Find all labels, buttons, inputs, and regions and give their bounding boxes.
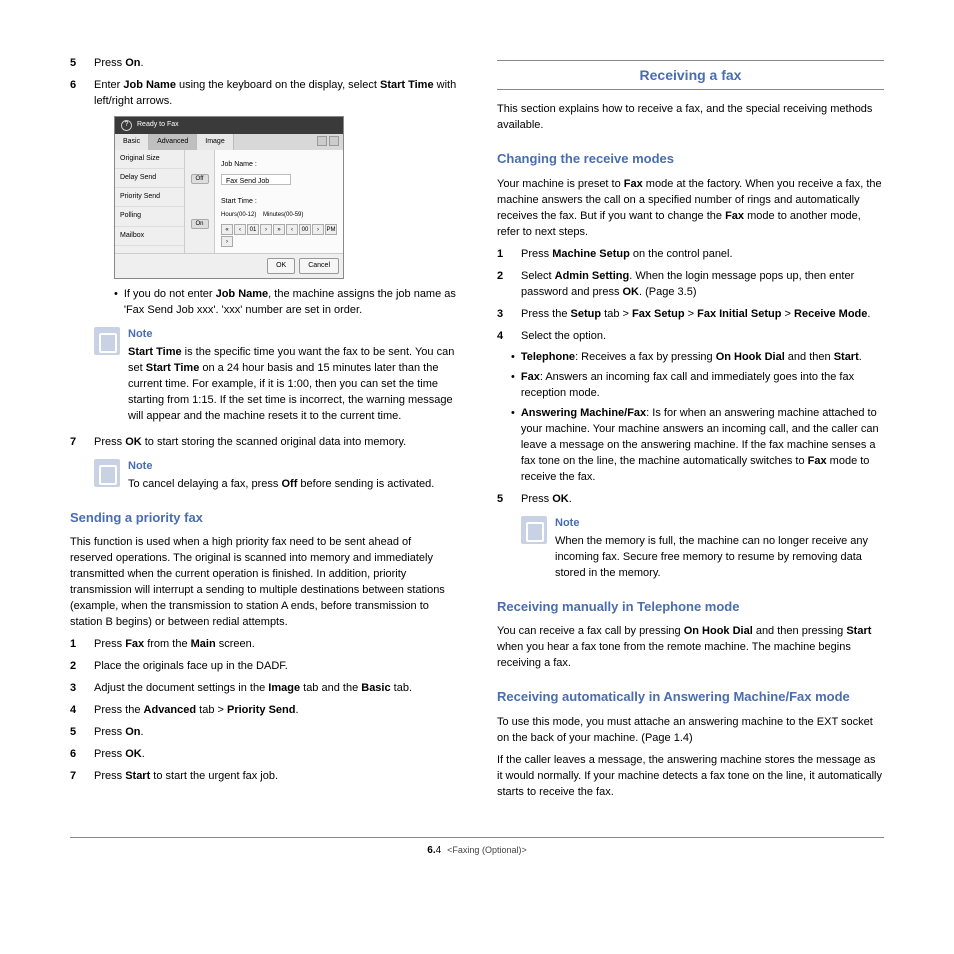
side-original-size[interactable]: Original Size bbox=[115, 150, 184, 169]
arrow-btn[interactable]: › bbox=[221, 236, 233, 247]
heading-receive-modes: Changing the receive modes bbox=[497, 150, 884, 169]
hour-value: 01 bbox=[247, 224, 259, 235]
jobname-label: Job Name : bbox=[221, 160, 337, 170]
priority-paragraph: This function is used when a high priori… bbox=[70, 535, 457, 631]
minute-value: 00 bbox=[299, 224, 311, 235]
heading-am-fax-mode: Receiving automatically in Answering Mac… bbox=[497, 688, 884, 707]
right-column: Receiving a fax This section explains ho… bbox=[497, 50, 884, 807]
priority-step-1: 1 Press Fax from the Main screen. bbox=[70, 637, 457, 653]
dialog-main: Job Name : Fax Send Job Start Time : Hou… bbox=[215, 150, 343, 253]
heading-telephone-mode: Receiving manually in Telephone mode bbox=[497, 598, 884, 617]
priority-step-7: 7 Press Start to start the urgent fax jo… bbox=[70, 769, 457, 785]
heading-priority-fax: Sending a priority fax bbox=[70, 509, 457, 528]
receive-step-3: 3 Press the Setup tab > Fax Setup > Fax … bbox=[497, 307, 884, 323]
tab-corner-icons bbox=[313, 134, 343, 150]
receive-step-2: 2 Select Admin Setting. When the login m… bbox=[497, 269, 884, 301]
note-memory-full: Note When the memory is full, the machin… bbox=[521, 516, 884, 582]
note-body: Note To cancel delaying a fax, press Off… bbox=[128, 459, 434, 493]
step-text: Press On. bbox=[94, 56, 457, 72]
note-icon bbox=[94, 459, 120, 487]
side-priority-send[interactable]: Priority Send bbox=[115, 188, 184, 207]
arrow-btn[interactable]: ‹ bbox=[234, 224, 246, 235]
am-paragraph-2: If the caller leaves a message, the answ… bbox=[497, 753, 884, 801]
note-label: Note bbox=[555, 516, 884, 532]
two-column-layout: 5 Press On. 6 Enter Job Name using the k… bbox=[70, 50, 884, 807]
note-label: Note bbox=[128, 459, 434, 475]
priority-step-2: 2 Place the originals face up in the DAD… bbox=[70, 659, 457, 675]
step-6: 6 Enter Job Name using the keyboard on t… bbox=[70, 78, 457, 110]
priority-step-6: 6 Press OK. bbox=[70, 747, 457, 763]
bullet-text: If you do not enter Job Name, the machin… bbox=[124, 287, 457, 319]
cancel-button[interactable]: Cancel bbox=[299, 258, 339, 274]
telephone-paragraph: You can receive a fax call by pressing O… bbox=[497, 624, 884, 672]
receive-step-1: 1 Press Machine Setup on the control pan… bbox=[497, 247, 884, 263]
section-title-receiving: Receiving a fax bbox=[497, 60, 884, 90]
modes-paragraph: Your machine is preset to Fax mode at th… bbox=[497, 177, 884, 241]
corner-icon bbox=[329, 136, 339, 146]
toggle-off[interactable]: Off bbox=[191, 174, 209, 184]
note-label: Note bbox=[128, 327, 457, 343]
side-polling[interactable]: Polling bbox=[115, 207, 184, 226]
left-column: 5 Press On. 6 Enter Job Name using the k… bbox=[70, 50, 457, 807]
help-icon: ? bbox=[121, 120, 132, 131]
dialog-sidebar: Original Size Delay Send Priority Send P… bbox=[115, 150, 185, 253]
corner-icon bbox=[317, 136, 327, 146]
tab-advanced[interactable]: Advanced bbox=[149, 134, 197, 150]
arrow-btn[interactable]: » bbox=[273, 224, 285, 235]
step-text: Press OK to start storing the scanned or… bbox=[94, 435, 457, 451]
note-cancel-delay: Note To cancel delaying a fax, press Off… bbox=[94, 459, 457, 493]
page-number-major: 6. bbox=[427, 845, 435, 856]
fax-dialog: ? Ready to Fax Basic Advanced Image Orig… bbox=[114, 116, 344, 279]
dialog-body: Original Size Delay Send Priority Send P… bbox=[115, 150, 343, 253]
am-paragraph-1: To use this mode, you must attache an an… bbox=[497, 715, 884, 747]
time-sublabels: Hours(00-12) Minutes(00-59) bbox=[221, 211, 337, 220]
step-number: 6 bbox=[70, 78, 84, 110]
intro-paragraph: This section explains how to receive a f… bbox=[497, 102, 884, 134]
option-answering-machine: • Answering Machine/Fax: Is for when an … bbox=[511, 406, 884, 486]
side-delay-send[interactable]: Delay Send bbox=[115, 169, 184, 188]
note-starttime: Note Start Time is the specific time you… bbox=[94, 327, 457, 425]
ampm-value: PM bbox=[325, 224, 337, 235]
option-fax: • Fax: Answers an incoming fax call and … bbox=[511, 370, 884, 402]
dialog-toggle-column: Off On bbox=[185, 150, 215, 253]
bullet-dot: • bbox=[114, 287, 118, 319]
ok-button[interactable]: OK bbox=[267, 258, 295, 274]
page-number-minor: 4 bbox=[436, 845, 442, 856]
footer-section: <Faxing (Optional)> bbox=[447, 845, 527, 855]
toggle-on[interactable]: On bbox=[191, 219, 209, 229]
tab-image[interactable]: Image bbox=[197, 134, 233, 150]
arrow-btn[interactable]: › bbox=[312, 224, 324, 235]
receive-step-5: 5 Press OK. bbox=[497, 492, 884, 508]
starttime-label: Start Time : bbox=[221, 197, 337, 207]
tab-basic[interactable]: Basic bbox=[115, 134, 149, 150]
dialog-title: Ready to Fax bbox=[137, 120, 179, 130]
arrow-btn[interactable]: › bbox=[260, 224, 272, 235]
note-icon bbox=[521, 516, 547, 544]
arrow-btn[interactable]: ‹ bbox=[286, 224, 298, 235]
note-body: Note When the memory is full, the machin… bbox=[555, 516, 884, 582]
priority-step-5: 5 Press On. bbox=[70, 725, 457, 741]
dialog-footer: OK Cancel bbox=[115, 253, 343, 278]
note-icon bbox=[94, 327, 120, 355]
option-telephone: • Telephone: Receives a fax by pressing … bbox=[511, 350, 884, 366]
page-footer: 6.4 <Faxing (Optional)> bbox=[70, 837, 884, 859]
time-arrows: « ‹ 01 › » ‹ 00 › PM › bbox=[221, 224, 337, 247]
note-body: Note Start Time is the specific time you… bbox=[128, 327, 457, 425]
arrow-btn[interactable]: « bbox=[221, 224, 233, 235]
priority-step-4: 4 Press the Advanced tab > Priority Send… bbox=[70, 703, 457, 719]
dialog-tabs: Basic Advanced Image bbox=[115, 134, 343, 150]
jobname-input[interactable]: Fax Send Job bbox=[221, 174, 291, 185]
step-5: 5 Press On. bbox=[70, 56, 457, 72]
priority-step-3: 3 Adjust the document settings in the Im… bbox=[70, 681, 457, 697]
receive-step-4: 4 Select the option. bbox=[497, 329, 884, 345]
step-text: Enter Job Name using the keyboard on the… bbox=[94, 78, 457, 110]
step-number: 5 bbox=[70, 56, 84, 72]
step-number: 7 bbox=[70, 435, 84, 451]
step-7: 7 Press OK to start storing the scanned … bbox=[70, 435, 457, 451]
dialog-titlebar: ? Ready to Fax bbox=[115, 117, 343, 134]
jobname-bullet: • If you do not enter Job Name, the mach… bbox=[114, 287, 457, 319]
side-mailbox[interactable]: Mailbox bbox=[115, 227, 184, 246]
